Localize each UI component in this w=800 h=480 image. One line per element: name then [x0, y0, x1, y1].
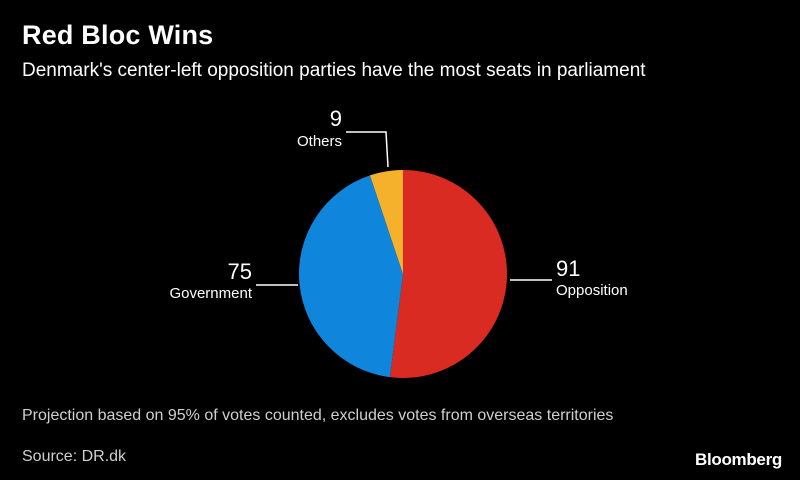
- source-note: Source: DR.dk: [22, 448, 127, 465]
- category-label-opposition: Opposition: [556, 282, 628, 299]
- chart-title: Red Bloc Wins: [22, 20, 214, 50]
- pie-slice-opposition: [389, 170, 507, 378]
- value-label-government: 75: [228, 259, 252, 284]
- footnote: Projection based on 95% of votes counted…: [22, 407, 614, 424]
- leader-line-others: [346, 131, 389, 168]
- bloomberg-logo: Bloomberg: [694, 450, 782, 469]
- pie-slice-others: [369, 170, 403, 274]
- value-label-opposition: 91: [556, 256, 580, 281]
- chart-subtitle: Denmark's center-left opposition parties…: [22, 60, 646, 81]
- pie-slices: [299, 170, 507, 378]
- category-label-government: Government: [169, 285, 252, 302]
- category-label-others: Others: [297, 133, 342, 150]
- pie-slice-government: [299, 175, 403, 378]
- value-label-others: 9: [330, 106, 342, 131]
